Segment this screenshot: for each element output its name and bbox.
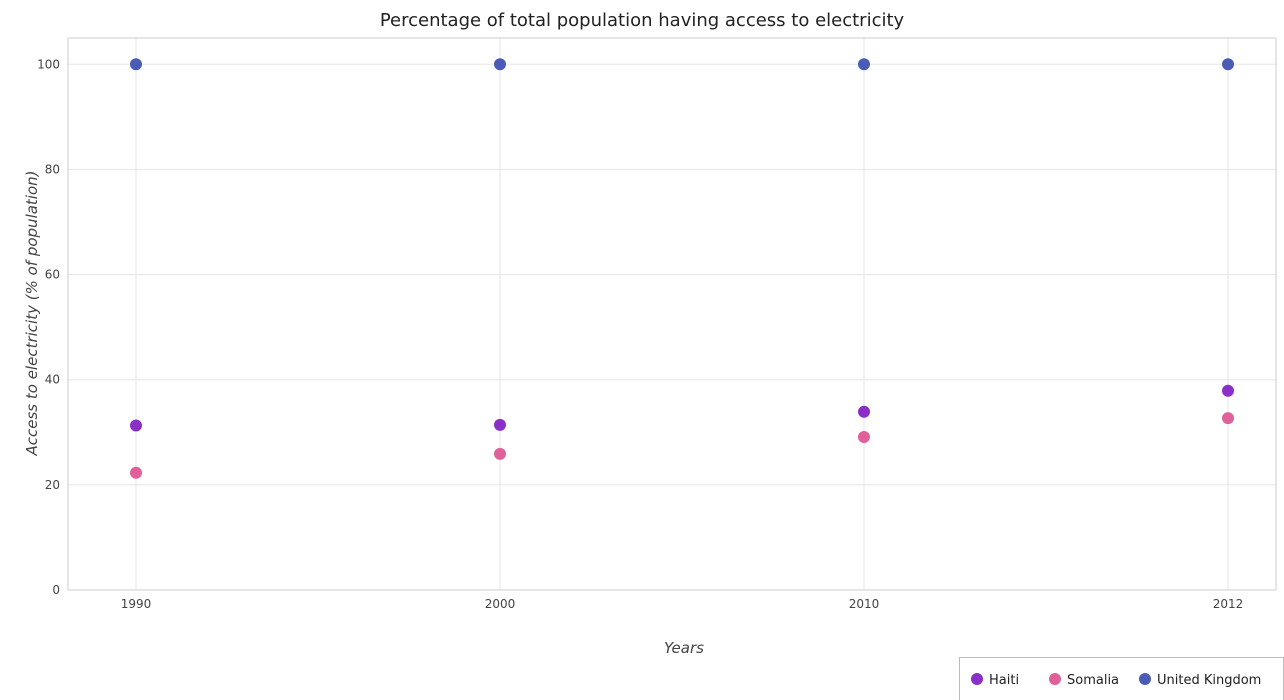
plot-frame — [67, 37, 1277, 591]
data-point-somalia — [858, 431, 870, 444]
data-point-haiti — [1222, 384, 1234, 397]
data-point-united-kingdom — [858, 58, 870, 71]
chart-title: Percentage of total population having ac… — [380, 10, 905, 31]
y-axis-title: Access to electricity (% of population) — [23, 170, 41, 456]
data-point-somalia — [1222, 412, 1234, 425]
legend-label: United Kingdom — [1157, 673, 1261, 688]
x-tick-label: 1990 — [121, 597, 152, 611]
y-tick-label: 20 — [45, 478, 60, 492]
data-point-somalia — [130, 466, 142, 479]
y-tick-label: 0 — [52, 583, 60, 597]
x-tick-label: 2010 — [849, 597, 880, 611]
y-tick-label: 100 — [37, 57, 60, 71]
x-tick-label: 2012 — [1213, 597, 1244, 611]
y-tick-label: 40 — [45, 373, 60, 387]
legend-marker — [971, 673, 983, 685]
data-point-haiti — [494, 418, 506, 431]
legend-label: Haiti — [989, 673, 1019, 688]
x-tick-label: 2000 — [485, 597, 516, 611]
legend: Haiti Somalia United Kingdom — [959, 657, 1284, 700]
y-tick-label: 60 — [45, 268, 60, 282]
legend-marker — [1049, 673, 1061, 685]
data-point-haiti — [130, 419, 142, 432]
data-point-somalia — [494, 447, 506, 460]
y-tick-label: 80 — [45, 162, 60, 176]
data-point-haiti — [858, 405, 870, 418]
x-axis-title: Years — [664, 639, 704, 657]
legend-label: Somalia — [1067, 673, 1119, 688]
data-point-united-kingdom — [1222, 58, 1234, 71]
plot-area: 0 20 40 60 80 100 1990 2000 2010 2012 — [37, 37, 1277, 611]
data-point-united-kingdom — [494, 58, 506, 71]
legend-marker — [1139, 673, 1151, 685]
data-point-united-kingdom — [130, 58, 142, 71]
